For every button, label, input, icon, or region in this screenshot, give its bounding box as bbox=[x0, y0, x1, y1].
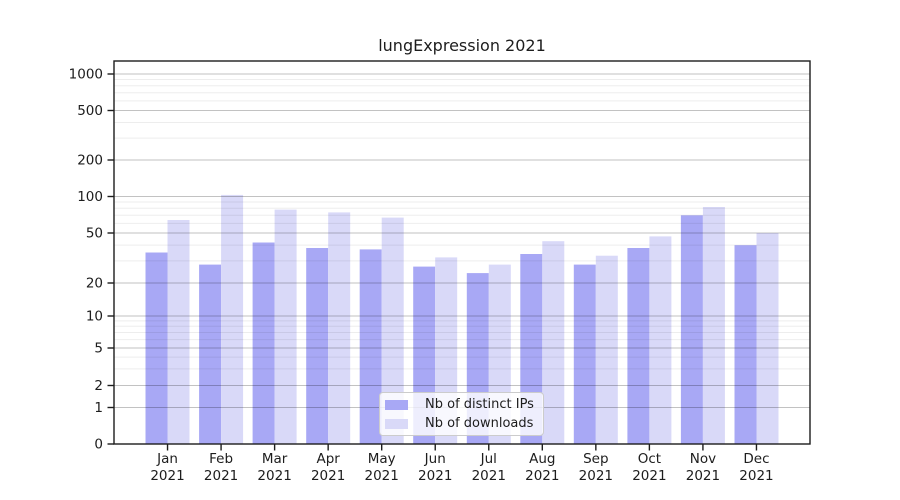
y-tick-label: 5 bbox=[94, 341, 103, 357]
bar-nb-of-distinct-ips-jan-2021 bbox=[145, 252, 168, 444]
y-tick-label: 100 bbox=[77, 189, 103, 205]
y-tick-label: 2 bbox=[94, 378, 103, 394]
y-tick-label: 200 bbox=[77, 153, 103, 169]
legend-item-distinct-ips: Nb of distinct IPs bbox=[380, 396, 543, 414]
y-tick-label: 20 bbox=[86, 276, 103, 292]
chart-title: lungExpression 2021 bbox=[378, 36, 546, 55]
y-tick-label: 1 bbox=[94, 400, 103, 416]
x-tick-label: Jan 2021 bbox=[150, 451, 184, 484]
bar-nb-of-distinct-ips-may-2021 bbox=[359, 249, 382, 444]
y-tick-label: 50 bbox=[86, 226, 103, 242]
bar-nb-of-downloads-oct-2021 bbox=[649, 236, 672, 444]
bar-nb-of-distinct-ips-feb-2021 bbox=[199, 264, 222, 444]
legend-item-downloads: Nb of downloads bbox=[380, 415, 543, 433]
bar-nb-of-downloads-nov-2021 bbox=[702, 207, 725, 444]
bar-nb-of-downloads-may-2021 bbox=[381, 217, 404, 444]
legend-label-distinct-ips: Nb of distinct IPs bbox=[425, 397, 534, 412]
x-tick-label: Apr 2021 bbox=[311, 451, 345, 484]
y-tick-label: 10 bbox=[86, 309, 103, 325]
y-tick-label: 0 bbox=[94, 437, 103, 453]
bar-nb-of-downloads-dec-2021 bbox=[756, 233, 779, 444]
legend: Nb of distinct IPs Nb of downloads bbox=[379, 392, 544, 436]
bar-nb-of-distinct-ips-dec-2021 bbox=[734, 245, 757, 444]
x-tick-label: Dec 2021 bbox=[739, 451, 773, 484]
bar-nb-of-downloads-feb-2021 bbox=[221, 194, 244, 444]
x-tick-label: Feb 2021 bbox=[204, 451, 238, 484]
legend-swatch-distinct-ips bbox=[385, 400, 408, 410]
bar-nb-of-distinct-ips-mar-2021 bbox=[252, 242, 275, 444]
y-tick-label: 500 bbox=[77, 103, 103, 119]
bar-nb-of-downloads-apr-2021 bbox=[328, 212, 351, 444]
x-tick-label: Jun 2021 bbox=[418, 451, 452, 484]
x-tick-label: Sep 2021 bbox=[579, 451, 613, 484]
bar-nb-of-distinct-ips-apr-2021 bbox=[306, 248, 329, 444]
bar-nb-of-downloads-jan-2021 bbox=[167, 220, 190, 444]
bar-nb-of-downloads-aug-2021 bbox=[542, 241, 565, 444]
x-tick-label: Mar 2021 bbox=[257, 451, 291, 484]
plot-border bbox=[113, 60, 811, 445]
legend-swatch-downloads bbox=[385, 419, 408, 429]
bar-nb-of-downloads-sep-2021 bbox=[595, 255, 618, 444]
bar-nb-of-distinct-ips-oct-2021 bbox=[627, 248, 650, 444]
legend-label-downloads: Nb of downloads bbox=[425, 416, 534, 431]
x-tick-label: Oct 2021 bbox=[632, 451, 666, 484]
bar-nb-of-distinct-ips-nov-2021 bbox=[680, 215, 703, 444]
x-tick-label: Nov 2021 bbox=[686, 451, 720, 484]
x-tick-label: Jul 2021 bbox=[472, 451, 506, 484]
x-tick-label: Aug 2021 bbox=[525, 451, 559, 484]
bar-nb-of-downloads-mar-2021 bbox=[274, 209, 297, 444]
y-tick-label: 1000 bbox=[69, 67, 103, 83]
bar-nb-of-distinct-ips-sep-2021 bbox=[573, 264, 596, 444]
x-tick-label: May 2021 bbox=[365, 451, 399, 484]
